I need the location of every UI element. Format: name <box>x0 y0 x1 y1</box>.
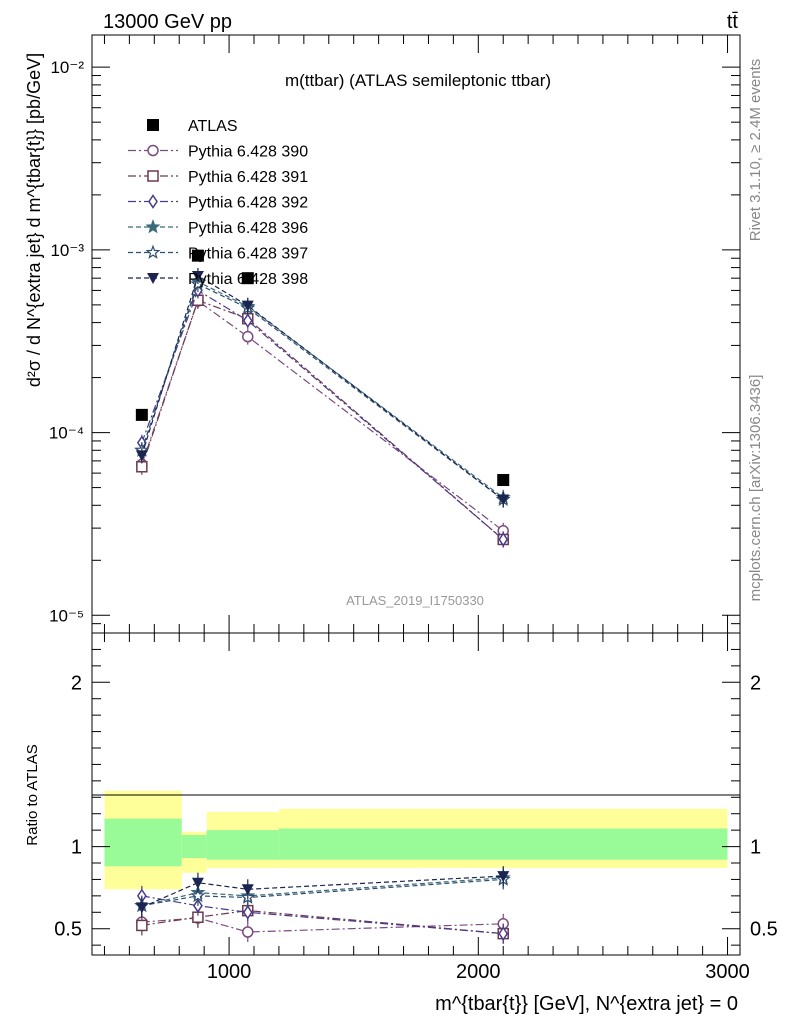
ratio-point <box>136 919 148 932</box>
series-line <box>141 289 504 540</box>
data-point <box>241 272 254 285</box>
data-point <box>135 450 148 462</box>
ratio-panel: 0.5 0.5 1 1 2 2 1000 2000 3000 Ratio to ATLAS m^… <box>24 632 778 1015</box>
ratio-bands <box>104 790 728 890</box>
x-axis-label: m^{tbar{t}} [GeV], N^{extra jet} = 0 <box>435 993 738 1015</box>
energy-label: 13000 GeV pp <box>103 11 232 33</box>
legend-entry: Pythia 6.428 396 <box>128 219 308 237</box>
ratio-series-1 <box>136 900 509 944</box>
legend-entry: Pythia 6.428 391 <box>128 169 308 186</box>
data-point <box>497 474 510 487</box>
data-point <box>497 494 510 506</box>
data-point <box>135 408 148 421</box>
main-title: m(ttbar) (ATLAS semileptonic ttbar) <box>285 71 551 90</box>
ratio-line <box>141 877 504 907</box>
legend-label: Pythia 6.428 392 <box>188 195 308 212</box>
ratio-point <box>242 926 254 938</box>
x-tick-label: 3000 <box>705 961 750 983</box>
legend-marker <box>147 170 159 182</box>
main-y-tick-label: 10⁻² <box>50 58 84 77</box>
series-line <box>141 299 504 540</box>
ratio-y-tick-label: 0.5 <box>54 919 82 941</box>
ratio-line <box>141 917 504 933</box>
legend-label: Pythia 6.428 396 <box>188 220 308 237</box>
series-1 <box>136 293 509 539</box>
main-marks <box>134 249 511 548</box>
ratio-series-4 <box>134 869 511 916</box>
legend-label: ATLAS <box>188 118 238 135</box>
legend-marker <box>145 219 161 234</box>
legend-marker <box>148 194 158 209</box>
ratio-series-3 <box>134 867 511 916</box>
x-tick-label: 2000 <box>456 961 501 983</box>
ratio-point <box>497 871 510 883</box>
analysis-label: ATLAS_2019_I1750330 <box>346 593 484 608</box>
rivet-label: Rivet 3.1.10, ≥ 2.4M events <box>747 59 764 242</box>
series-3 <box>136 282 509 548</box>
legend-marker <box>145 244 161 259</box>
ratio-point <box>242 904 253 920</box>
data-point <box>191 270 204 282</box>
uncertainty-band-inner <box>278 828 728 860</box>
main-y-axis-label: d²σ / d N^{extra jet} d m^{tbar{t}} [pb/… <box>24 53 44 387</box>
legend-label: Pythia 6.428 398 <box>188 271 308 288</box>
ratio-point <box>498 926 509 941</box>
main-y-tick-label: 10⁻⁴ <box>49 424 84 443</box>
legend-marker <box>147 144 159 157</box>
ratio-marks <box>134 866 511 944</box>
series-4 <box>134 273 511 506</box>
series-line <box>141 280 504 499</box>
main-panel: m(ttbar) (ATLAS semileptonic ttbar) ATLA… <box>24 34 741 634</box>
legend-entry: Pythia 6.428 392 <box>128 194 308 212</box>
ratio-axes: 0.5 0.5 1 1 2 2 1000 2000 3000 <box>54 633 778 983</box>
ratio-series-5 <box>135 866 510 918</box>
data-point <box>242 313 253 328</box>
series-line <box>141 274 504 501</box>
series-line <box>141 300 504 532</box>
ratio-point <box>191 877 204 889</box>
process-label: tt̄ <box>727 11 739 33</box>
legend-marker <box>147 273 159 284</box>
ratio-y-tick-label: 2 <box>71 672 82 694</box>
ratio-y-axis-label: Ratio to ATLAS <box>24 744 41 845</box>
uncertainty-band-inner <box>181 835 207 859</box>
uncertainty-band-inner <box>206 830 279 860</box>
series-line <box>141 283 504 501</box>
data-point <box>242 330 254 343</box>
legend-marker <box>147 119 159 131</box>
main-y-tick-label: 10⁻⁵ <box>49 606 84 625</box>
ratio-point <box>241 884 254 896</box>
series-2 <box>136 292 509 548</box>
legend-entry: ATLAS <box>147 118 238 135</box>
legend-entry: Pythia 6.428 390 <box>128 144 308 161</box>
ratio-y-tick-label-right: 0.5 <box>750 919 778 941</box>
main-axes: 10⁻⁵ 10⁻⁴ 10⁻³ 10⁻² <box>49 35 740 634</box>
legend-entry: Pythia 6.428 397 <box>128 244 308 263</box>
ratio-point <box>135 902 148 914</box>
legend-label: Pythia 6.428 390 <box>188 144 308 161</box>
ratio-y-tick-label-right: 1 <box>750 837 761 859</box>
series-0 <box>135 249 510 487</box>
uncertainty-band-inner <box>104 818 182 867</box>
main-y-tick-label: 10⁻³ <box>50 241 84 260</box>
data-point <box>191 249 204 262</box>
legend-label: Pythia 6.428 397 <box>188 246 308 263</box>
x-tick-label: 1000 <box>207 961 252 983</box>
data-point <box>241 300 254 312</box>
ratio-point <box>190 888 206 903</box>
ratio-line <box>141 878 504 907</box>
series-5 <box>134 276 511 508</box>
ratio-line <box>141 909 504 935</box>
data-point <box>498 532 509 547</box>
legend: ATLAS Pythia 6.428 390 Pythia 6.428 391 Pyt… <box>128 118 308 288</box>
ratio-y-tick-label: 1 <box>71 837 82 859</box>
mcplots-label: mcplots.cern.ch [arXiv:1306.3436] <box>747 375 764 602</box>
series-6 <box>135 267 510 508</box>
ratio-y-tick-label-right: 2 <box>750 672 761 694</box>
ratio-frame <box>91 632 741 956</box>
legend-label: Pythia 6.428 391 <box>188 169 308 186</box>
legend-entry: Pythia 6.428 398 <box>128 271 308 288</box>
